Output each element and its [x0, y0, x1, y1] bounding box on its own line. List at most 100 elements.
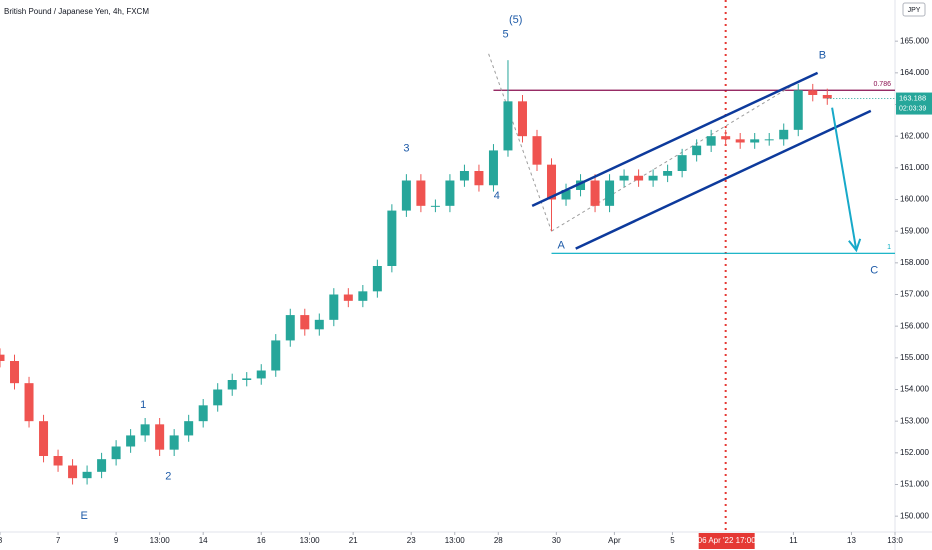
y-tick-label: 162.000	[900, 131, 929, 140]
candle-body	[517, 101, 527, 137]
candle-body	[764, 139, 774, 141]
x-tick-label: 23	[407, 536, 416, 545]
candle-body	[735, 139, 745, 143]
x-tick-label: 5	[670, 536, 675, 545]
wave-label: 4	[494, 190, 500, 202]
candle-body	[198, 405, 208, 422]
y-tick-label: 152.000	[900, 448, 929, 457]
y-tick-label: 156.000	[900, 321, 929, 330]
candle-body	[822, 95, 832, 99]
candle-body	[459, 171, 469, 181]
candle-body	[271, 340, 281, 371]
candle-body	[430, 205, 440, 207]
fib-line	[551, 78, 804, 232]
candle-body	[619, 175, 629, 181]
candle-body	[532, 136, 542, 165]
candle-body	[155, 424, 165, 450]
candle-body	[561, 190, 571, 200]
y-tick-label: 157.000	[900, 290, 929, 299]
candle-body	[547, 164, 557, 200]
candle-body	[750, 139, 760, 143]
candle-body	[474, 171, 484, 186]
candle-body	[213, 389, 223, 406]
x-tick-label: 8	[0, 536, 3, 545]
candle-body	[677, 155, 687, 171]
candle-body	[39, 421, 49, 456]
candle-body	[140, 424, 150, 436]
wave-label: 5	[502, 29, 508, 41]
candle-body	[372, 266, 382, 292]
wave-label: C	[870, 265, 878, 277]
wave-label: A	[558, 239, 566, 251]
candle-body	[503, 101, 513, 151]
wave-label: 2	[165, 470, 171, 482]
candle-body	[10, 361, 20, 384]
cursor-label-box	[698, 533, 755, 549]
candle-body	[184, 421, 194, 436]
x-tick-label: Apr	[608, 536, 621, 545]
cursor-label: 06 Apr '22 17:00	[698, 536, 757, 545]
candle-body	[242, 378, 252, 380]
channel-line	[575, 109, 872, 250]
candle-body	[126, 435, 136, 447]
currency-box	[902, 2, 926, 17]
y-tick-label: 158.000	[900, 258, 929, 267]
candle-body	[387, 210, 397, 266]
wave-label: B	[819, 49, 826, 61]
x-tick-label: 13:0	[887, 536, 903, 545]
candle-body	[68, 465, 78, 479]
candle-body	[24, 383, 34, 422]
candle-body	[590, 180, 600, 206]
candle-body	[779, 129, 789, 140]
y-tick-label: 161.000	[900, 163, 929, 172]
y-tick-label: 155.000	[900, 353, 929, 362]
y-tick-label: 153.000	[900, 416, 929, 425]
last-price-label: 163.188	[899, 94, 926, 103]
y-tick-label: 165.000	[900, 36, 929, 45]
candle-body	[111, 446, 121, 460]
chart-title: British Pound / Japanese Yen, 4h, FXCM	[4, 7, 149, 16]
plot	[0, 0, 895, 532]
candle-body	[53, 456, 63, 466]
candle-body	[0, 354, 5, 361]
x-tick-label: 7	[56, 536, 61, 545]
candle-body	[300, 315, 310, 330]
x-tick-label: 16	[257, 536, 266, 545]
x-tick-label: 13:00	[300, 536, 321, 545]
candle-body	[808, 90, 818, 95]
candle-body	[445, 180, 455, 206]
x-tick-label: 28	[494, 536, 503, 545]
candle-body	[285, 315, 295, 341]
y-tick-label: 160.000	[900, 195, 929, 204]
wave-label: 1	[140, 399, 146, 411]
candle-body	[634, 175, 644, 181]
x-tick-label: 21	[349, 536, 358, 545]
candle-body	[488, 150, 498, 186]
x-tick-label: 11	[789, 536, 798, 545]
candle-body	[648, 175, 658, 181]
y-tick-label: 154.000	[900, 385, 929, 394]
candle-body	[169, 435, 179, 450]
arrow-head	[848, 238, 862, 253]
wave-label: 3	[403, 143, 409, 155]
candle-body	[256, 370, 266, 379]
candle-body	[97, 459, 107, 472]
currency-label: JPY	[908, 7, 921, 14]
level-label: 0.786	[873, 81, 891, 88]
y-tick-label: 159.000	[900, 226, 929, 235]
candle-body	[343, 294, 353, 301]
level-label: 1	[887, 244, 891, 251]
x-tick-label: 9	[114, 536, 119, 545]
x-tick-label: 13:00	[150, 536, 171, 545]
candle-body	[793, 90, 803, 130]
last-price-box	[896, 92, 932, 115]
candle-body	[314, 319, 324, 330]
candle-body	[692, 145, 702, 156]
candle-body	[576, 180, 586, 190]
arrow-line	[831, 107, 858, 251]
wave-label: E	[81, 510, 88, 522]
candle-body	[663, 171, 673, 176]
wave-label: (5)	[509, 14, 522, 26]
